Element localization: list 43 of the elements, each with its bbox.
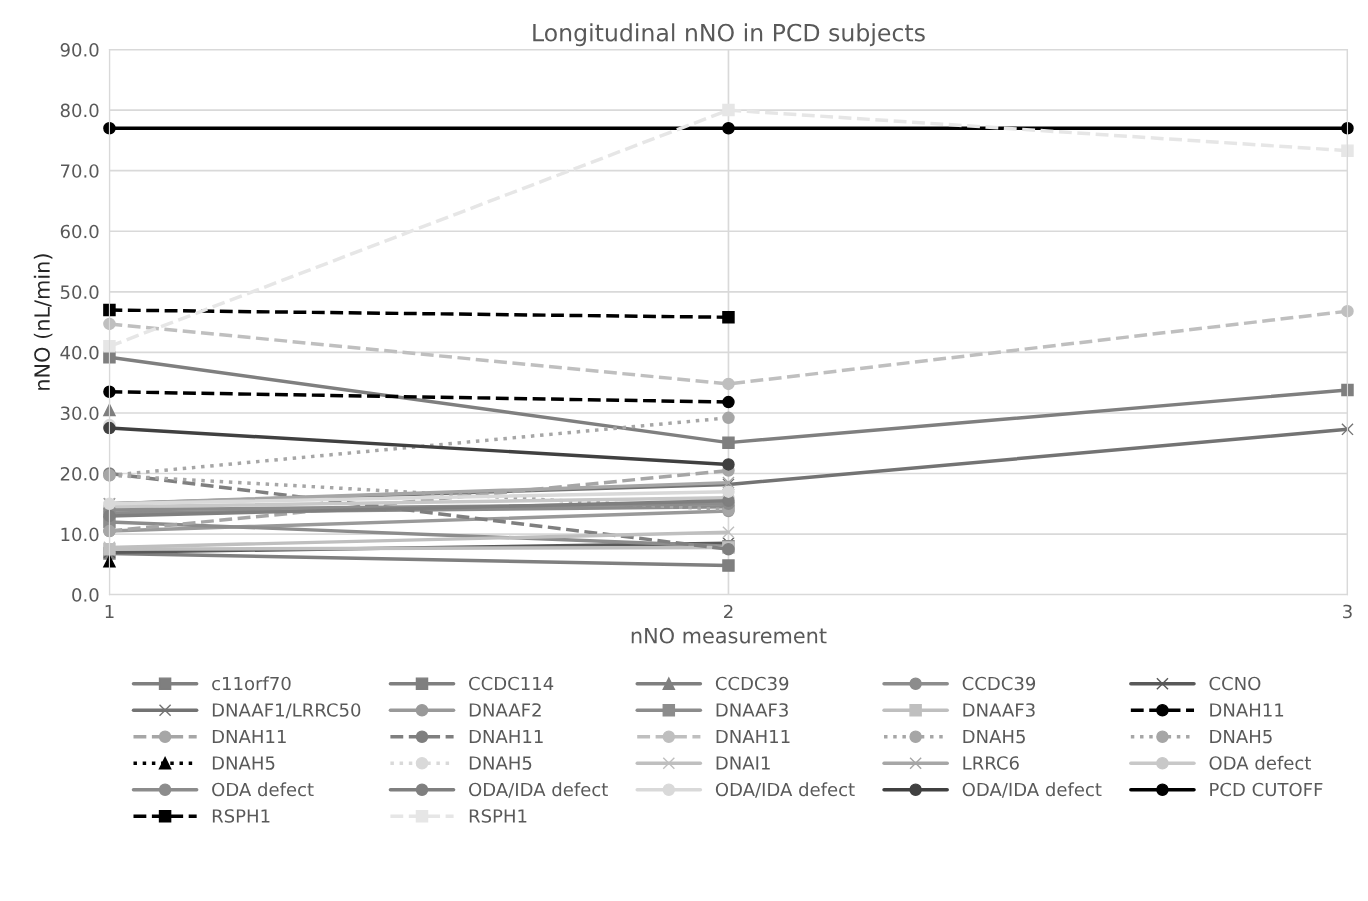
legend-label: DNAH11 [469, 729, 543, 744]
x-tick-label: 2 [724, 604, 733, 619]
legend-label: DNAH5 [469, 756, 532, 770]
x-tick-label: 3 [1343, 604, 1352, 619]
legend-label: RSPH1 [212, 809, 270, 823]
y-tick-label: 70.0 [61, 164, 99, 178]
legend-label: RSPH1 [469, 809, 527, 823]
legend-label: CCDC39 [962, 676, 1036, 691]
legend-label: DNAH5 [212, 756, 275, 770]
legend-label: ODA/IDA defect [469, 782, 608, 798]
legend-label: ODA/IDA defect [715, 782, 855, 798]
legend-label: ODA/IDA defect [962, 782, 1102, 798]
y-tick-label: 20.0 [60, 466, 99, 481]
legend-label: DNAI1 [716, 756, 770, 770]
y-tick-label: 40.0 [60, 345, 99, 360]
y-tick-label: 30.0 [60, 406, 99, 421]
x-tick-label: 1 [105, 604, 114, 619]
y-tick-label: 80.0 [60, 103, 99, 118]
legend-label: DNAH11 [716, 729, 790, 744]
legend-label: ODA defect [212, 782, 314, 797]
legend-label: LRRC6 [963, 756, 1019, 770]
legend-label: DNAH5 [1210, 729, 1272, 744]
y-tick-label: 60.0 [60, 224, 99, 239]
legend-label: DNAH11 [212, 729, 286, 744]
legend-label: CCNO [1209, 676, 1261, 691]
y-tick-label: 90.0 [60, 43, 99, 57]
legend-label: ODA defect [1209, 755, 1311, 770]
legend-label: CCDC39 [715, 676, 789, 691]
legend-label: DNAAF3 [963, 703, 1035, 717]
y-tick-label: 10.0 [61, 527, 99, 542]
legend-label: c11orf70 [212, 676, 291, 691]
legend-label: DNAH11 [1210, 703, 1284, 717]
legend-label: PCD CUTOFF [1210, 782, 1323, 797]
legend-label: DNAAF1/LRRC50 [212, 703, 361, 719]
x-axis-title: nNO measurement [631, 627, 827, 644]
y-axis-title: nNO (nL/min) [33, 254, 53, 390]
legend-label: CCDC114 [469, 676, 554, 691]
chart-title: Longitudinal nNO in PCD subjects [533, 23, 925, 47]
legend-label: DNAAF3 [716, 703, 788, 717]
legend-label: DNAAF2 [469, 703, 541, 717]
y-tick-label: 50.0 [60, 285, 99, 299]
y-tick-label: 0.0 [72, 588, 99, 602]
legend-label: DNAH5 [963, 729, 1025, 744]
